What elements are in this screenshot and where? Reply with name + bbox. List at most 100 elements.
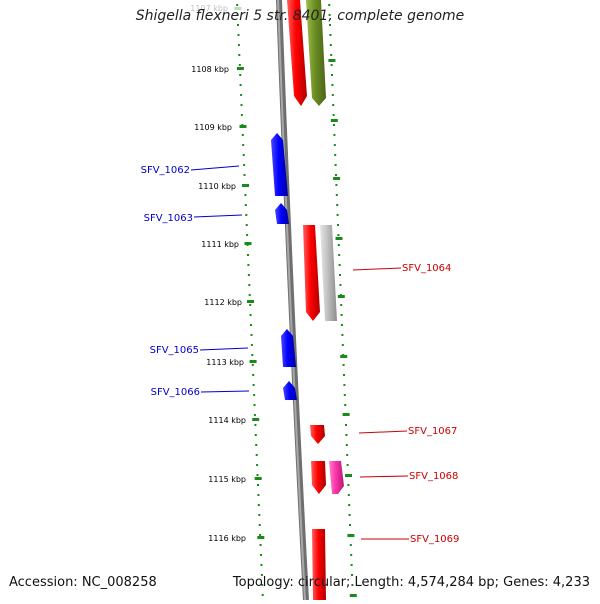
guide-dot <box>337 244 340 246</box>
leader-sfv-1064 <box>352 267 402 271</box>
guide-dot <box>332 104 335 106</box>
leader-sfv-1066 <box>200 390 250 393</box>
guide-dot <box>348 504 351 506</box>
guide-dot <box>351 584 354 586</box>
guide-dot <box>328 14 331 16</box>
guide-dot <box>336 214 339 216</box>
gene-sfv-1066[interactable] <box>283 381 297 400</box>
red-gene-feature[interactable] <box>287 0 307 106</box>
scale-tick <box>330 119 338 122</box>
gene-sfv-1064[interactable] <box>303 225 337 321</box>
guide-dot <box>343 384 346 386</box>
guide-dot <box>259 544 262 546</box>
scale-label: 1116 kbp <box>208 534 246 543</box>
gene-sfv-1069[interactable] <box>312 529 326 600</box>
gene-sfv-1065[interactable] <box>281 329 296 367</box>
guide-dot <box>252 374 255 376</box>
guide-dot <box>329 44 332 46</box>
leader-sfv-1063 <box>193 214 243 218</box>
scale-tick <box>236 67 244 70</box>
guide-dot <box>251 364 254 366</box>
guide-dot <box>244 194 247 196</box>
scale-label: 1110 kbp <box>198 182 236 191</box>
guide-dot <box>338 254 341 256</box>
guide-dot <box>254 434 257 436</box>
scale-label: 1112 kbp <box>204 298 242 307</box>
gene-sfv-1063[interactable] <box>275 203 289 224</box>
guide-dot <box>255 444 258 446</box>
gene-label-sfv-1065[interactable]: SFV_1065 <box>150 345 199 356</box>
scale-label: 1109 kbp <box>194 123 232 132</box>
guide-dot <box>351 574 353 576</box>
gene-sfv-1067[interactable] <box>310 425 325 444</box>
gene-label-sfv-1063[interactable]: SFV_1063 <box>144 213 193 224</box>
guide-dot <box>245 214 248 216</box>
scale-tick <box>335 237 343 240</box>
guide-dot <box>344 404 347 406</box>
guide-dot <box>243 164 246 166</box>
guide-dot <box>346 464 349 466</box>
scale-label: 1114 kbp <box>208 416 246 425</box>
leader-sfv-1062 <box>190 165 240 171</box>
gene-label-sfv-1067[interactable]: SFV_1067 <box>408 426 457 437</box>
guide-dot <box>342 364 345 366</box>
guide-dot <box>255 454 258 456</box>
guide-dot <box>328 4 331 6</box>
scale-tick <box>234 7 242 10</box>
guide-dot <box>339 284 342 286</box>
guide-dot <box>250 334 253 336</box>
guide-dot <box>345 444 348 446</box>
scale-tick <box>340 355 348 358</box>
guide-dot <box>341 324 343 326</box>
scale-tick <box>252 418 260 421</box>
gene-sfv-1062[interactable] <box>271 133 288 196</box>
guide-dot <box>335 184 338 186</box>
guide-dot <box>256 464 259 466</box>
guide-dot <box>260 554 262 556</box>
scale-tick <box>333 177 341 180</box>
scale-tick <box>337 295 345 298</box>
guide-dot <box>335 194 338 196</box>
guide-dot <box>248 284 251 286</box>
guide-dot <box>329 34 332 36</box>
guide-dot <box>260 574 263 576</box>
guide-dot <box>349 544 352 546</box>
scale-tick <box>347 534 355 537</box>
guide-dot <box>337 224 339 226</box>
guide-dot <box>333 144 336 146</box>
gene-sfv-1068[interactable] <box>311 461 344 494</box>
gene-label-sfv-1068[interactable]: SFV_1068 <box>409 471 458 482</box>
guide-dot <box>250 344 253 346</box>
genome-summary-text: Topology: circular; Length: 4,574,284 bp… <box>232 575 590 590</box>
guide-dot <box>236 4 239 6</box>
scale-tick <box>257 536 265 539</box>
guide-dot <box>254 424 257 426</box>
leader-sfv-1067 <box>358 430 408 434</box>
gene-label-sfv-1069[interactable]: SFV_1069 <box>410 534 459 545</box>
guide-dot <box>337 234 340 236</box>
guide-dot <box>340 314 343 316</box>
guide-dot <box>240 94 243 96</box>
guide-dot <box>237 24 239 26</box>
guide-dot <box>335 174 337 176</box>
guide-dot <box>334 154 337 156</box>
gene-label-sfv-1064[interactable]: SFV_1064 <box>402 263 451 274</box>
scale-tick <box>244 242 252 245</box>
scale-tick <box>239 125 247 128</box>
guide-dot <box>338 264 341 266</box>
olive-gene-feature[interactable] <box>306 0 326 106</box>
guide-dot <box>244 204 247 206</box>
guide-dot <box>250 324 252 326</box>
guide-dot <box>242 144 245 146</box>
guide-dot <box>253 404 256 406</box>
gene-label-sfv-1062[interactable]: SFV_1062 <box>141 165 190 176</box>
guide-dot <box>330 54 333 56</box>
guide-dot <box>350 554 353 556</box>
gene-label-sfv-1066[interactable]: SFV_1066 <box>151 387 200 398</box>
guide-dot <box>330 64 333 66</box>
guide-dot <box>346 454 349 456</box>
scale-tick <box>345 474 352 477</box>
scale-label: 1107 kbp <box>190 4 228 13</box>
guide-dot <box>239 84 242 86</box>
